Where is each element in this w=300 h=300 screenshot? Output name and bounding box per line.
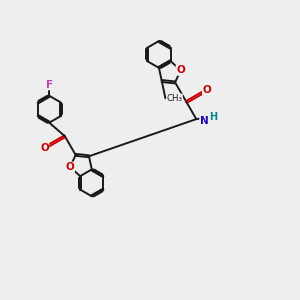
Text: CH₃: CH₃	[167, 94, 183, 103]
Text: O: O	[176, 65, 185, 75]
Text: F: F	[46, 80, 53, 90]
Text: N: N	[200, 116, 208, 126]
Text: O: O	[202, 85, 211, 95]
Text: H: H	[209, 112, 217, 122]
Text: O: O	[40, 143, 49, 153]
Text: O: O	[66, 162, 74, 172]
